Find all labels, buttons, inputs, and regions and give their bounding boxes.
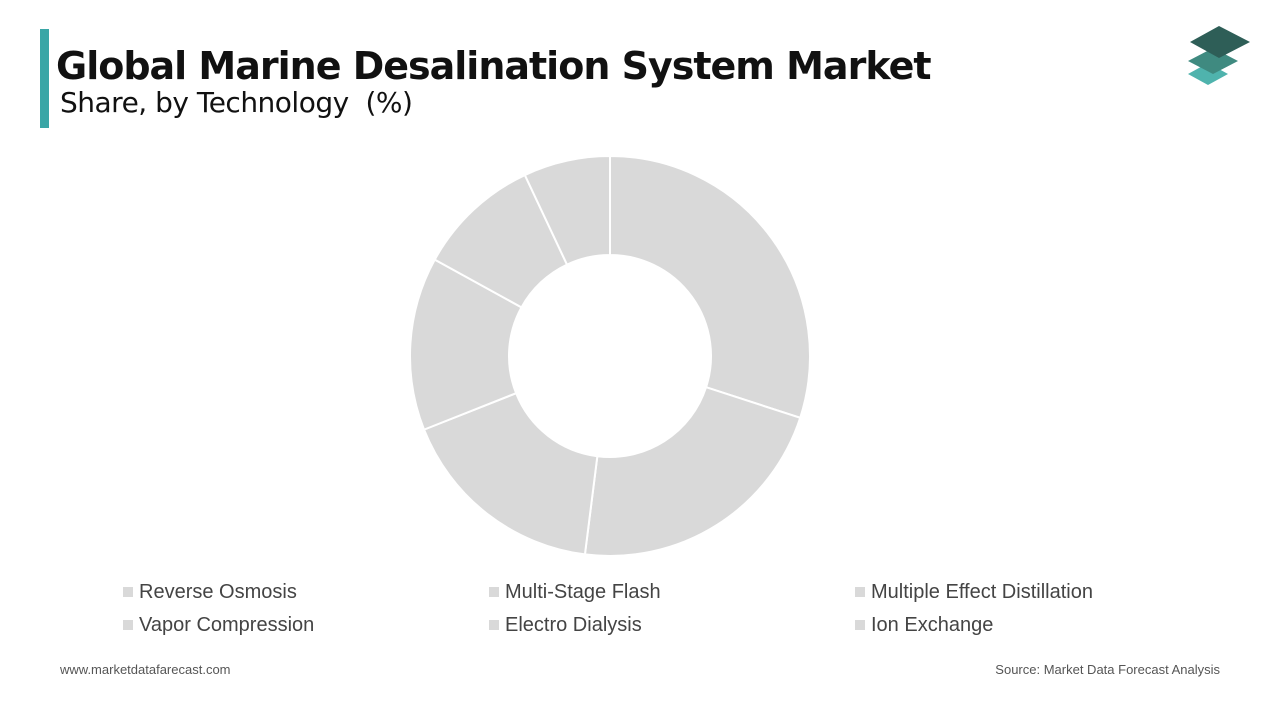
legend-item-multiple-effect-distillation: Multiple Effect Distillation [855,580,1093,604]
donut-slice-multiple-effect-distillation [422,391,599,556]
legend-item-reverse-osmosis: Reverse Osmosis [123,580,297,604]
source-footer: Source: Market Data Forecast Analysis [995,662,1220,677]
legend-label: Multi-Stage Flash [505,580,661,603]
legend-item-electro-dialysis: Electro Dialysis [489,613,642,637]
legend-item-ion-exchange: Ion Exchange [855,613,993,637]
legend-swatch [123,620,133,630]
legend-swatch [855,620,865,630]
website-footer: www.marketdatafarecast.com [60,662,231,677]
legend-label: Reverse Osmosis [139,580,297,603]
legend-swatch [489,620,499,630]
legend-label: Multiple Effect Distillation [871,580,1093,603]
title-accent-bar [40,29,49,128]
company-logo-icon [1188,26,1250,85]
legend-swatch [855,587,865,597]
legend-label: Vapor Compression [139,613,315,636]
chart-title: Global Marine Desalination System Market [56,44,932,88]
donut-slices [409,154,811,557]
legend-label: Ion Exchange [871,613,994,636]
legend-swatch [489,587,499,597]
logo-layer-top [1190,26,1250,58]
donut-slice-multi-stage-flash [583,385,802,557]
donut-slice-reverse-osmosis [609,154,811,420]
legend-swatch [123,587,133,597]
legend-item-vapor-compression: Vapor Compression [123,613,314,637]
chart-subtitle: Share, by Technology (%) [60,86,413,119]
donut-slice-ion-exchange [523,154,611,266]
legend-label: Electro Dialysis [505,613,642,636]
legend-item-multi-stage-flash: Multi-Stage Flash [489,580,661,604]
